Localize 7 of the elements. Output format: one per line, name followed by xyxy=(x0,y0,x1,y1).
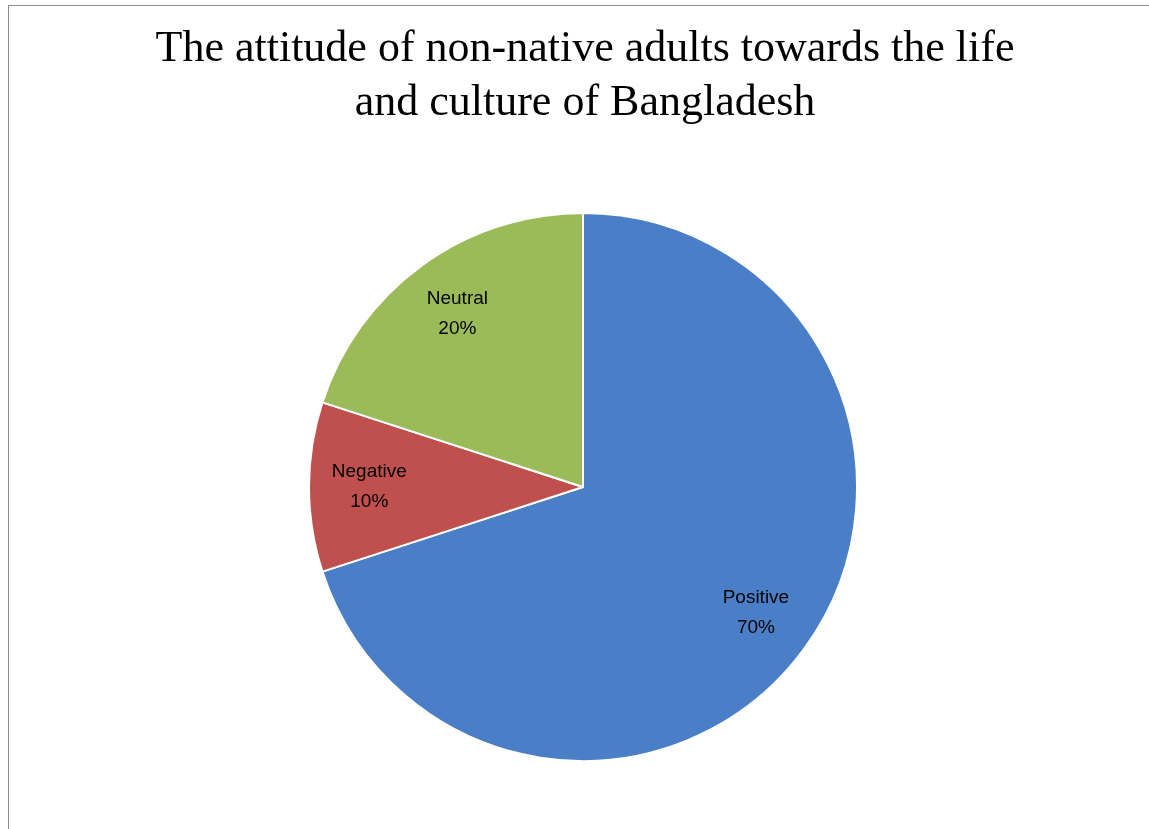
data-label: 20% xyxy=(438,317,477,339)
data-label: 70% xyxy=(736,615,776,637)
chart-title: The attitude of non-native adults towards the life and culture of Bangladesh xyxy=(154,21,1016,127)
slice-label: Negative xyxy=(331,460,407,482)
slice-label: Positive xyxy=(722,585,790,607)
data-label: 10% xyxy=(350,490,389,512)
slice-label: Neutral xyxy=(426,287,488,309)
